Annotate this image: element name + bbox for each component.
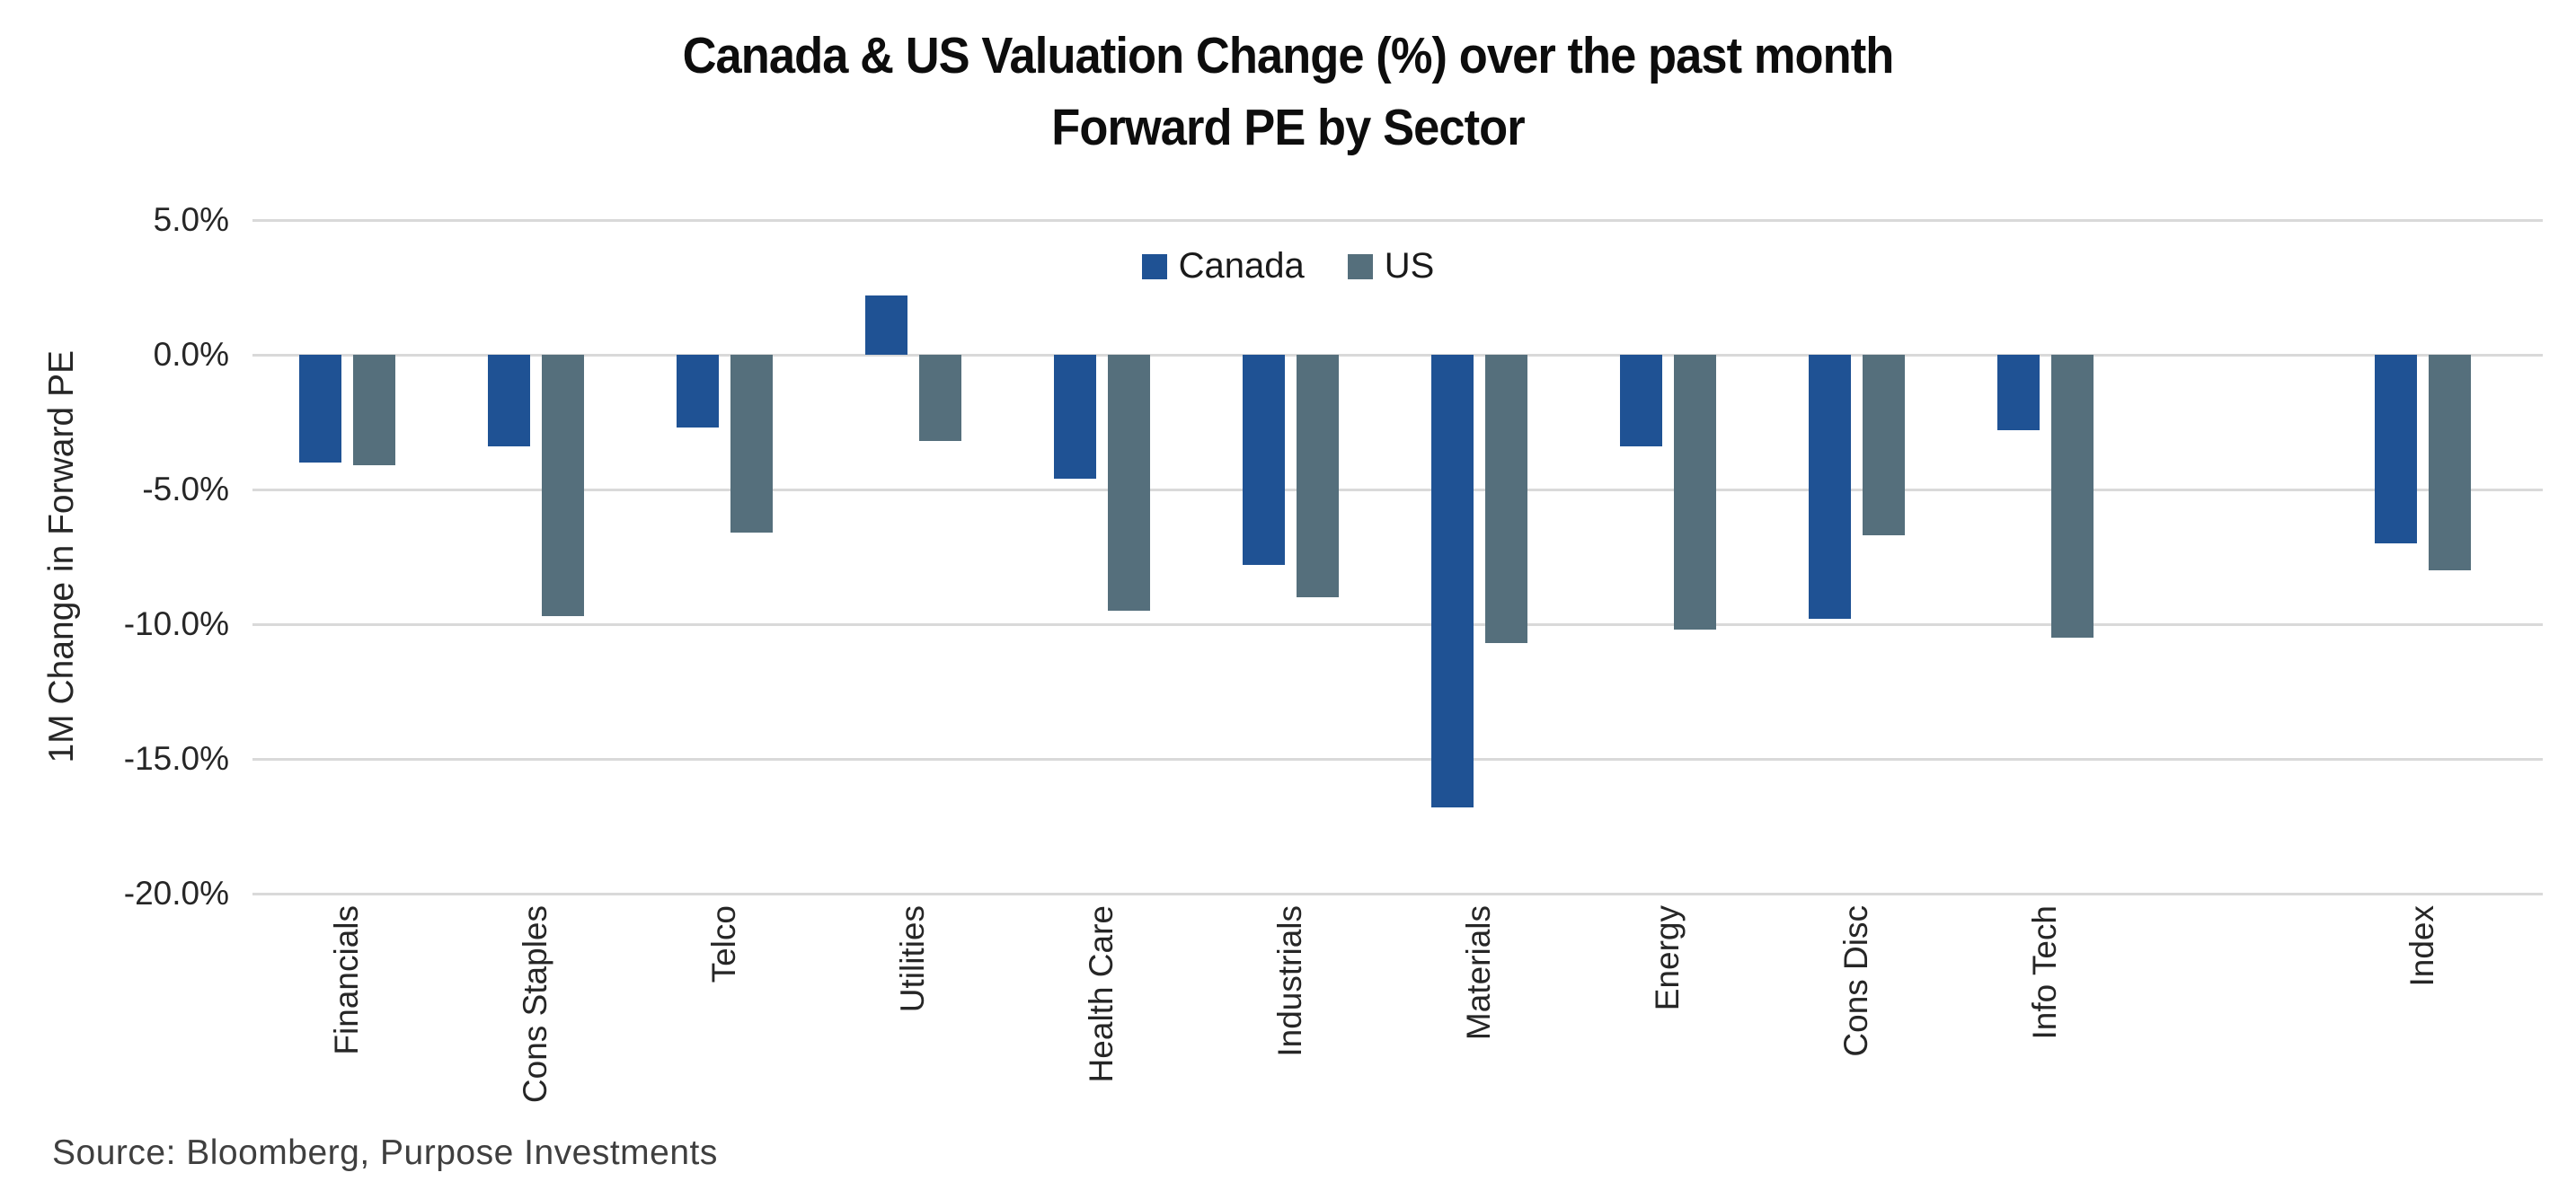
bar-us-utilities	[919, 355, 961, 441]
gridline--10	[252, 623, 2543, 626]
us-swatch-icon	[1347, 253, 1373, 279]
bar-us-info-tech	[2051, 355, 2094, 638]
x-label-cons-staples: Cons Staples	[517, 905, 553, 1104]
source-note: Source: Bloomberg, Purpose Investments	[52, 1133, 718, 1172]
x-label-cons-disc: Cons Disc	[1837, 905, 1874, 1057]
legend-label-us: US	[1384, 246, 1435, 286]
bar-us-materials	[1485, 355, 1527, 643]
y-tick-0: 0.0%	[153, 336, 229, 373]
y-tick--15: -15.0%	[123, 740, 229, 777]
chart-title-line1: Canada & US Valuation Change (%) over th…	[682, 27, 1895, 84]
chart-title-line2: Forward PE by Sector	[1051, 99, 1525, 156]
gridline--5	[252, 489, 2543, 491]
bar-canada-cons-staples	[488, 355, 530, 446]
x-label-index: Index	[2403, 905, 2440, 987]
bar-us-financials	[353, 355, 395, 465]
legend-item-canada: Canada	[1141, 246, 1305, 287]
gridline-5	[252, 219, 2543, 222]
bar-us-cons-disc	[1863, 355, 1905, 535]
x-label-telco: Telco	[705, 905, 742, 983]
y-axis-tick-labels: 5.0% 0.0% -5.0% -10.0% -15.0% -20.0%	[0, 0, 229, 988]
bar-canada-financials	[299, 355, 341, 463]
canada-swatch-icon	[1141, 253, 1167, 279]
bar-us-telco	[730, 355, 773, 533]
legend-item-us: US	[1347, 246, 1435, 287]
bar-canada-industrials	[1243, 355, 1285, 565]
bar-canada-index	[2375, 355, 2417, 543]
chart-title: Canada & US Valuation Change (%) over th…	[103, 20, 2474, 163]
bar-us-energy	[1674, 355, 1716, 630]
legend-label-canada: Canada	[1178, 246, 1305, 286]
bar-canada-materials	[1431, 355, 1474, 807]
bar-us-health-care	[1108, 355, 1150, 611]
bar-canada-health-care	[1054, 355, 1096, 479]
bar-us-industrials	[1297, 355, 1339, 597]
x-label-industrials: Industrials	[1271, 905, 1308, 1057]
y-tick--10: -10.0%	[123, 605, 229, 642]
legend: Canada US	[0, 246, 2576, 287]
gridline--15	[252, 758, 2543, 761]
bar-canada-utilities	[865, 295, 907, 355]
y-tick-5: 5.0%	[153, 201, 229, 238]
x-label-materials: Materials	[1460, 905, 1497, 1041]
y-tick--5: -5.0%	[142, 471, 229, 507]
bar-us-cons-staples	[542, 355, 584, 616]
x-label-utilities: Utilities	[894, 905, 931, 1013]
x-label-energy: Energy	[1649, 905, 1686, 1011]
x-label-financials: Financials	[328, 905, 365, 1055]
bar-canada-energy	[1620, 355, 1662, 446]
bar-us-index	[2429, 355, 2471, 570]
bar-canada-cons-disc	[1809, 355, 1851, 619]
y-tick--20: -20.0%	[123, 875, 229, 912]
gridline--20	[252, 893, 2543, 895]
gridline-0	[252, 354, 2543, 357]
bar-canada-telco	[677, 355, 719, 428]
x-label-info-tech: Info Tech	[2026, 905, 2063, 1040]
x-label-health-care: Health Care	[1083, 905, 1120, 1083]
bar-canada-info-tech	[1997, 355, 2040, 430]
